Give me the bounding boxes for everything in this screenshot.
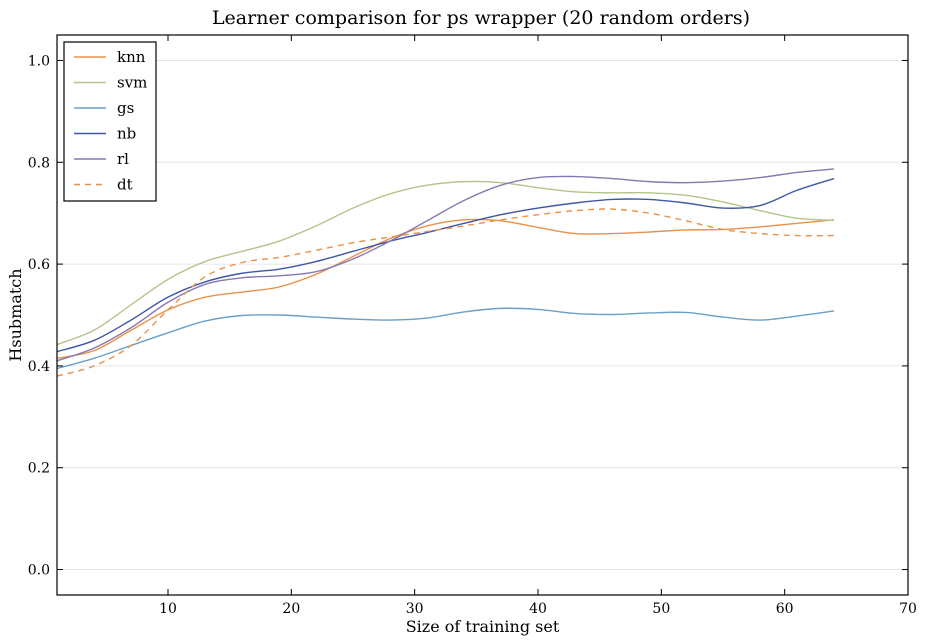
x-tick-label: 30	[406, 601, 424, 617]
legend-label-nb: nb	[117, 125, 136, 143]
legend-label-rl: rl	[117, 150, 129, 168]
y-tick-label: 1.0	[28, 53, 50, 69]
chart-title: Learner comparison for ps wrapper (20 ra…	[212, 7, 750, 29]
series-line-svm	[56, 180, 835, 346]
series-line-nb	[56, 177, 835, 353]
series-line-dt	[56, 208, 835, 377]
x-tick-label: 60	[776, 601, 794, 617]
legend-label-knn: knn	[117, 48, 146, 66]
x-tick-label: 10	[159, 601, 177, 617]
series-line-rl	[56, 168, 835, 362]
x-axis-label: Size of training set	[406, 617, 560, 636]
legend: knn svm gs nb rl dt	[63, 41, 157, 202]
x-tick-label: 20	[282, 601, 300, 617]
gridlines	[57, 59, 908, 571]
x-tick-label: 50	[652, 601, 670, 617]
axis-ticks: 10 20 30 40 50 60 70 0.0 0.2 0.4 0.6 0.8 1.0	[28, 35, 917, 617]
x-tick-label: 70	[899, 601, 917, 617]
y-axis-label: Hsubmatch	[6, 268, 25, 361]
series-lines	[56, 168, 835, 377]
series-line-gs	[56, 307, 835, 370]
plot-frame	[56, 34, 909, 596]
legend-label-dt: dt	[117, 176, 133, 194]
legend-label-svm: svm	[117, 74, 147, 92]
series-line-knn	[56, 218, 835, 359]
y-tick-label: 0.8	[28, 155, 50, 171]
y-tick-label: 0.0	[28, 563, 50, 579]
x-tick-label: 40	[529, 601, 547, 617]
y-tick-label: 0.2	[28, 461, 50, 477]
y-tick-label: 0.4	[28, 359, 50, 375]
legend-label-gs: gs	[117, 99, 134, 117]
legend-box	[63, 41, 157, 202]
y-tick-label: 0.6	[28, 257, 50, 273]
